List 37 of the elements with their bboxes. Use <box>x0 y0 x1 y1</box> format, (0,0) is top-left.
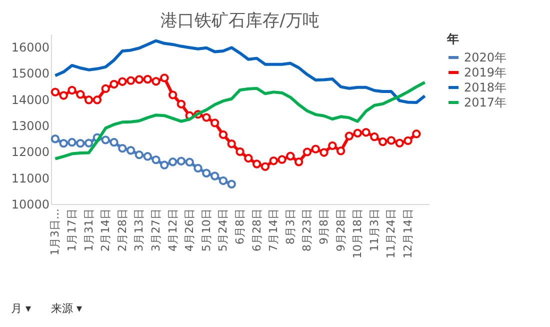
y-tick-label: 14000 <box>11 92 50 107</box>
source-note: 来源 ▾ <box>51 302 82 315</box>
legend-label: 2019年 <box>464 66 507 80</box>
x-tick-label: 12月14日 <box>402 208 414 258</box>
x-tick-label: 3月13日 <box>132 208 146 252</box>
legend-label: 2020年 <box>464 50 507 64</box>
x-tick-label: 6月8日 <box>234 208 246 244</box>
x-tick-label: 1月3日… <box>48 208 62 256</box>
x-tick-label: 7月14日 <box>267 208 280 252</box>
x-tick-label: 2月14日 <box>99 208 112 252</box>
x-tick-label: 9月8日 <box>318 208 330 244</box>
y-tick-label: 12000 <box>11 145 50 160</box>
y-tick-label: 10000 <box>11 198 50 212</box>
x-tick-label: 8月3日 <box>284 208 297 244</box>
chart-title: 港口铁矿石库存/万吨 <box>160 11 320 31</box>
x-tick-label: 9月28日 <box>334 208 348 252</box>
x-tick-label: 11月24日 <box>384 208 398 258</box>
x-tick-label: 3月27日 <box>150 208 162 252</box>
x-tick-label: 2月28日 <box>116 208 129 252</box>
legend-label: 2017年 <box>464 96 507 110</box>
y-tick-label: 13000 <box>11 119 50 134</box>
x-tick-label: 5月24日 <box>216 208 230 252</box>
x-tick-label: 1月17日 <box>66 208 78 252</box>
y-tick-label: 16000 <box>11 40 50 55</box>
legend-title: 年 <box>446 32 459 46</box>
legend-label: 2018年 <box>464 80 507 94</box>
x-tick-label: 4月26日 <box>183 208 196 252</box>
x-tick-label: 1月31日 <box>82 208 96 252</box>
x-tick-label: 5月10日 <box>200 208 213 252</box>
x-tick-label: 8月23日 <box>300 208 314 252</box>
x-tick-label: 6月28日 <box>250 208 264 252</box>
y-tick-label: 15000 <box>11 66 50 81</box>
x-tick-label: 4月12日 <box>166 208 180 252</box>
text: 月 ▾ <box>11 302 32 315</box>
x-tick-label: 10月18日 <box>351 208 364 258</box>
x-tick-label: 11月3日 <box>368 208 381 252</box>
y-tick-label: 11000 <box>11 171 50 186</box>
